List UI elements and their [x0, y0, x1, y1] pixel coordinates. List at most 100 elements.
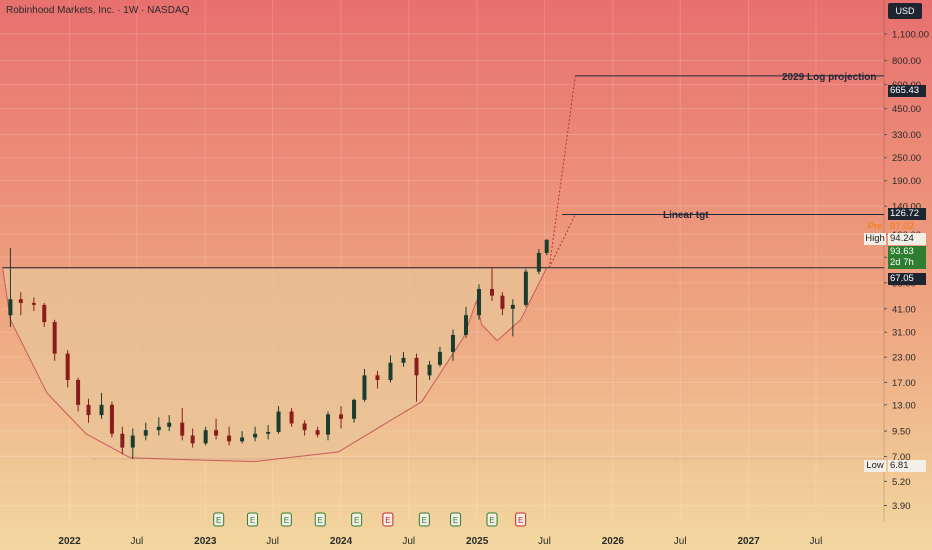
earnings-marker[interactable] [486, 512, 498, 527]
time-tick-label: 2025 [466, 536, 489, 547]
horizontal-lines[interactable] [2, 75, 884, 460]
earnings-marker-label: E [250, 516, 255, 525]
candle-body [427, 364, 432, 376]
earnings-marker[interactable] [247, 512, 259, 527]
candle-body [240, 437, 245, 442]
premarket-price-label: 97.02 [890, 221, 914, 232]
time-tick-label: Jul [130, 536, 143, 547]
earnings-marker-label: E [318, 516, 323, 525]
time-tick-label: Jul [266, 536, 279, 547]
earnings-marker[interactable] [450, 512, 462, 527]
candle-body [463, 315, 468, 335]
candle-body [523, 271, 528, 305]
linear-target-label: Linear tgt [663, 210, 709, 221]
time-tick-label: 2022 [58, 536, 81, 547]
candle-body [86, 404, 91, 416]
time-tick-label: 2023 [194, 536, 217, 547]
price-tick-label: 5.20 [892, 477, 911, 488]
time-tick-label: Jul [674, 536, 687, 547]
price-tick-label: 17.00 [892, 378, 916, 389]
earnings-marker[interactable] [515, 512, 527, 527]
high-price-label: 94.24 [888, 233, 926, 245]
earnings-marker-label: E [284, 516, 289, 525]
candle-body [42, 304, 47, 323]
currency-badge[interactable]: USD [888, 3, 922, 19]
candle-body [375, 375, 380, 380]
projection-path-log[interactable] [548, 75, 576, 268]
projection-path-linear[interactable] [548, 214, 576, 268]
candle-body [414, 357, 419, 376]
candle-body [477, 288, 482, 316]
earnings-marker[interactable] [314, 512, 326, 527]
candle-body [130, 435, 135, 448]
log-projection-price-label: 665.43 [888, 85, 926, 97]
low-tag: Low [864, 460, 886, 472]
candle-body [190, 435, 195, 444]
earnings-marker-label: E [216, 516, 221, 525]
earnings-marker[interactable] [382, 512, 394, 527]
projection-lines[interactable] [548, 75, 576, 268]
candle-body [401, 357, 406, 363]
earnings-marker-label: E [518, 516, 523, 525]
candle-body [326, 414, 331, 435]
candle-body [490, 288, 495, 296]
candle-body [120, 433, 125, 448]
time-tick-label: 2027 [738, 536, 761, 547]
earnings-marker-label: E [385, 516, 390, 525]
candle-body [143, 430, 148, 436]
candle-body [289, 411, 294, 424]
candle-body [437, 351, 442, 365]
price-tick-label: 23.00 [892, 353, 916, 364]
earnings-marker[interactable] [418, 512, 430, 527]
candle-body [276, 411, 281, 432]
price-tick-label: 140.00 [892, 202, 921, 213]
candle-body [8, 299, 13, 316]
candle-body [18, 299, 23, 303]
candle-body [109, 404, 114, 434]
candle-body [450, 334, 455, 352]
price-tick-label: 250.00 [892, 153, 921, 164]
price-tick-label: 330.00 [892, 130, 921, 141]
candle-body [362, 375, 367, 400]
candle-body [388, 362, 393, 380]
time-tick-label: 2024 [330, 536, 353, 547]
earnings-marker-label: E [453, 516, 458, 525]
price-tick-label: 41.00 [892, 304, 916, 315]
low-price-label: 6.81 [888, 460, 926, 472]
premarket-tag: Pre [867, 221, 883, 232]
time-tick-label: 2026 [602, 536, 625, 547]
earnings-marker[interactable] [351, 512, 363, 527]
earnings-marker[interactable] [213, 512, 225, 527]
time-tick-label: Jul [810, 536, 823, 547]
candle-body [156, 426, 161, 431]
earnings-marker-label: E [422, 516, 427, 525]
neckline-price-label: 67.05 [888, 273, 926, 285]
candle-body [536, 252, 541, 272]
candle-body [214, 430, 219, 436]
candlestick-series [8, 239, 549, 459]
symbol-title: Robinhood Markets, Inc. · 1W · NASDAQ [6, 5, 190, 16]
candle-body [167, 422, 172, 427]
cup-pattern[interactable] [2, 267, 548, 463]
time-axis[interactable]: 2022 Jul 2023 Jul 2024 Jul 2025 Jul 2026 Jul 2027 J… [58, 536, 822, 547]
price-tick-label: 13.00 [892, 400, 916, 411]
price-tick-label: 31.00 [892, 328, 916, 339]
last-price-label: 93.63 [888, 246, 926, 258]
price-tick-label: 3.90 [892, 501, 911, 512]
candle-body [203, 430, 208, 444]
time-tick-label: Jul [402, 536, 415, 547]
candle-body [253, 433, 258, 438]
linear-target-price-label: 126.72 [888, 208, 926, 220]
high-tag: High [864, 233, 886, 245]
cup-shape[interactable] [2, 267, 548, 463]
log-projection-label: 2029 Log projection [782, 72, 877, 83]
candle-body [339, 414, 344, 419]
candle-body [544, 239, 549, 253]
candle-body [180, 422, 185, 436]
earnings-marker[interactable] [280, 512, 292, 527]
bar-countdown-label: 2d 7h [888, 257, 926, 269]
earnings-marker-label: E [489, 516, 494, 525]
candle-body [31, 302, 36, 305]
